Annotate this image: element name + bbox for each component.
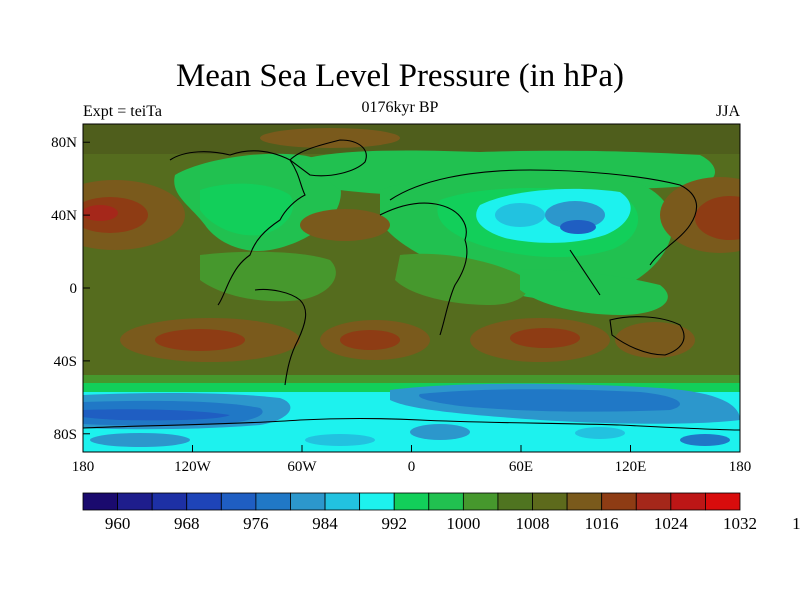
colorbar-swatch bbox=[290, 492, 326, 511]
colorbar-label: 1008 bbox=[516, 514, 550, 533]
season-label: JJA bbox=[715, 103, 740, 120]
y-tick-label: 0 bbox=[70, 281, 78, 297]
period-label: 0176kyr BP bbox=[361, 99, 439, 116]
coastlines bbox=[83, 139, 740, 431]
colorbar-swatch bbox=[532, 492, 568, 511]
y-tick-label: 80N bbox=[51, 135, 77, 151]
colorbar-swatch bbox=[82, 492, 118, 511]
x-tick-label: 180 bbox=[729, 459, 752, 475]
x-tick-label: 0 bbox=[408, 459, 416, 475]
y-axis: 80N 40N 0 40S 80S bbox=[51, 135, 90, 443]
colorbar-swatch bbox=[151, 492, 188, 511]
colorbar-label: 976 bbox=[243, 514, 269, 533]
pressure-field bbox=[83, 124, 740, 452]
colorbar-swatch bbox=[393, 492, 430, 511]
india-coast bbox=[569, 249, 601, 296]
eurasia-coast bbox=[389, 169, 698, 266]
colorbar-swatch bbox=[359, 492, 395, 511]
colorbar-swatch bbox=[117, 492, 153, 511]
y-tick-label: 40S bbox=[54, 354, 77, 370]
north-america-coast bbox=[169, 150, 306, 306]
colorbar-swatch bbox=[566, 492, 603, 511]
colorbar-label: 1032 bbox=[723, 514, 757, 533]
colorbar-label: 1040 bbox=[792, 514, 800, 533]
colorbar-label: 984 bbox=[312, 514, 338, 533]
antarctica-coast bbox=[83, 417, 740, 431]
colorbar-swatch bbox=[428, 492, 464, 511]
australia-coast bbox=[609, 316, 685, 356]
colorbar-swatch bbox=[220, 492, 257, 511]
colorbar-label: 1000 bbox=[446, 514, 480, 533]
x-axis: 180 120W 60W 0 60E 120E 180 bbox=[72, 445, 752, 475]
colorbar-swatch bbox=[497, 492, 533, 511]
x-tick-label: 60W bbox=[287, 459, 317, 475]
y-tick-label: 40N bbox=[51, 208, 77, 224]
colorbar-swatch bbox=[186, 492, 222, 511]
colorbar-swatch bbox=[705, 492, 741, 511]
colorbar-label: 968 bbox=[174, 514, 200, 533]
x-tick-label: 120W bbox=[174, 459, 212, 475]
x-tick-label: 180 bbox=[72, 459, 95, 475]
colorbar-label: 960 bbox=[105, 514, 131, 533]
colorbar-swatch bbox=[324, 492, 361, 511]
colorbar-label: 992 bbox=[381, 514, 407, 533]
colorbar: 960 968 976 984 992 1000 1008 1016 1024 1032 1040 bbox=[82, 492, 800, 533]
colorbar-swatch bbox=[255, 492, 291, 511]
africa-coast bbox=[379, 202, 468, 336]
y-tick-label: 80S bbox=[54, 427, 77, 443]
greenland-coast bbox=[289, 139, 367, 177]
experiment-label: Expt = teiTa bbox=[83, 103, 162, 120]
south-america-coast bbox=[254, 288, 307, 386]
colorbar-swatch bbox=[635, 492, 672, 511]
colorbar-label: 1016 bbox=[585, 514, 619, 533]
colorbar-swatch bbox=[601, 492, 637, 511]
x-tick-label: 120E bbox=[615, 459, 647, 475]
map-title: Mean Sea Level Pressure (in hPa) bbox=[175, 58, 625, 94]
x-tick-label: 60E bbox=[509, 459, 533, 475]
colorbar-swatch bbox=[670, 492, 706, 511]
colorbar-label: 1024 bbox=[654, 514, 689, 533]
colorbar-swatch bbox=[462, 492, 499, 511]
